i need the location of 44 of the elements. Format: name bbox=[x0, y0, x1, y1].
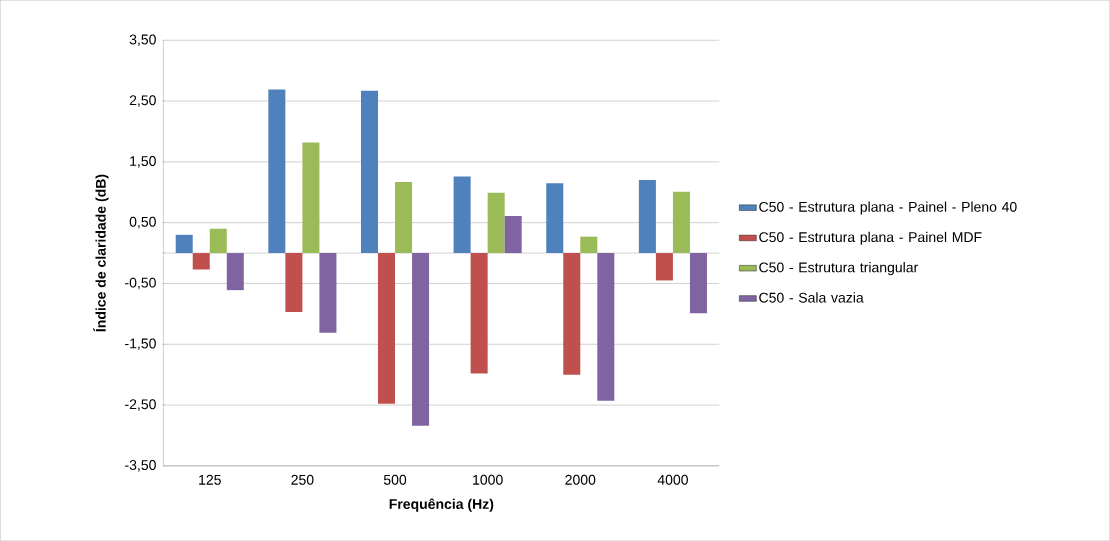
bar bbox=[360, 90, 378, 253]
y-tick-label: 0,50 bbox=[129, 216, 156, 229]
bar bbox=[580, 236, 598, 253]
x-tick-label: 2000 bbox=[565, 474, 596, 485]
y-tick-label: -2,50 bbox=[125, 399, 156, 411]
bar bbox=[209, 228, 227, 253]
x-tick-label: 500 bbox=[383, 474, 407, 485]
y-tick-label: 2,50 bbox=[129, 95, 156, 107]
x-tick-label: 250 bbox=[291, 474, 314, 485]
x-tick-label: 125 bbox=[199, 474, 221, 485]
bar bbox=[412, 252, 430, 426]
bar bbox=[546, 183, 564, 253]
bar bbox=[453, 176, 471, 253]
y-tick-label: -3,50 bbox=[125, 459, 156, 472]
legend-label: C50 - Estrutura plana - Painel MDF bbox=[759, 231, 982, 245]
bar bbox=[268, 89, 286, 253]
legend-label: C50 - Estrutura triangular bbox=[759, 262, 919, 276]
bar bbox=[504, 215, 522, 253]
bar bbox=[175, 234, 193, 253]
bar bbox=[563, 252, 581, 375]
x-axis-title: Frequência (Hz) bbox=[389, 498, 494, 512]
bar bbox=[285, 252, 303, 312]
y-tick-label: 1,50 bbox=[130, 155, 156, 168]
bar bbox=[672, 191, 690, 253]
bar bbox=[378, 252, 396, 404]
bar bbox=[192, 252, 210, 270]
bar bbox=[395, 181, 413, 253]
bar bbox=[689, 252, 707, 314]
bar bbox=[655, 252, 673, 281]
bar bbox=[302, 142, 320, 253]
y-tick-label: -1,50 bbox=[125, 338, 156, 350]
bar bbox=[470, 252, 488, 374]
bar bbox=[487, 192, 505, 253]
x-tick-label: 1000 bbox=[473, 474, 503, 485]
y-tick-label: 3,50 bbox=[129, 34, 156, 46]
bar bbox=[226, 252, 244, 291]
y-axis-title: Índice de claridade (dB) bbox=[93, 174, 109, 332]
bar bbox=[319, 252, 337, 333]
y-tick-label: -0,50 bbox=[125, 277, 156, 290]
x-tick-label: 4000 bbox=[657, 474, 688, 485]
legend-label: C50 - Estrutura plana - Painel - Pleno 40 bbox=[759, 201, 1017, 215]
bar bbox=[638, 180, 656, 253]
legend-label: C50 - Sala vazia bbox=[759, 292, 864, 303]
bar bbox=[597, 252, 615, 401]
